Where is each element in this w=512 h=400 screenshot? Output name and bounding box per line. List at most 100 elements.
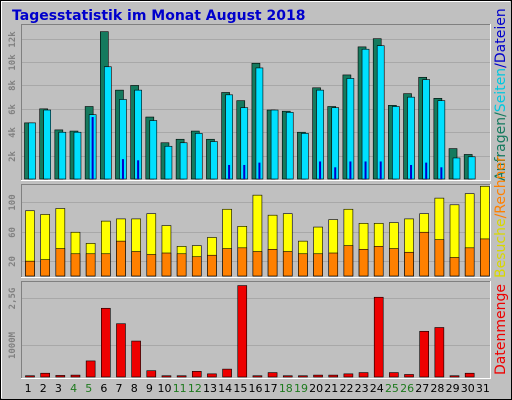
bar-rechner — [191, 256, 202, 277]
bar-rechner — [237, 247, 248, 277]
x-tick-label: 14 — [218, 382, 232, 395]
legend-word: / — [493, 63, 509, 68]
x-tick-label: 16 — [249, 382, 263, 395]
bar-dateien — [228, 164, 231, 179]
bar-datenmenge — [176, 375, 187, 378]
legend-word: / — [493, 112, 509, 117]
legend-word: Rechner — [493, 156, 509, 214]
bar-datenmenge — [358, 372, 369, 378]
x-tick-label: 20 — [309, 382, 323, 395]
bar-rechner — [449, 257, 460, 277]
bar-rechner — [298, 253, 308, 277]
bar-dateien — [364, 161, 367, 179]
x-axis-labels: 1 2 3 4 5 6 7 8 9 10 11 12 13 14 15 16 17 18 19 20 21 22 23 24 2… — [25, 382, 490, 395]
y-tick-label: 12k — [8, 31, 18, 48]
bar-seiten — [467, 156, 476, 180]
x-tick-label: 8 — [131, 382, 138, 395]
y-tick-label: 8k — [8, 80, 18, 91]
bar-datenmenge — [55, 375, 66, 378]
bar-rechner — [267, 249, 278, 277]
side-legend-labels: Anfragen/Seiten/Dateien Besuche / Rechner Da… — [493, 8, 509, 375]
bar-dateien — [334, 167, 337, 179]
bar-datenmenge — [419, 330, 429, 378]
bar-rechner — [116, 240, 126, 277]
legend-word: Besuche — [493, 218, 509, 278]
bar-datenmenge — [25, 375, 35, 378]
y-tick-label: 20 — [8, 256, 18, 267]
x-tick-label: 6 — [100, 382, 107, 395]
bar-rechner — [161, 252, 172, 277]
bar-rechner — [464, 247, 475, 277]
bar-datenmenge — [267, 372, 278, 378]
y-tick-label: 2k — [8, 151, 18, 162]
x-tick-label: 11 — [173, 382, 187, 395]
bar-seiten — [164, 145, 173, 180]
bar-datenmenge — [343, 373, 354, 378]
x-tick-label: 26 — [400, 382, 414, 395]
bar-seiten — [210, 141, 218, 180]
panel-requests: 2k 4k 6k 8k 10k 12k — [8, 24, 491, 181]
x-tick-label: 22 — [339, 382, 353, 395]
x-tick-label: 5 — [85, 382, 92, 395]
x-tick-label: 21 — [324, 382, 338, 395]
bar-rechner — [85, 253, 96, 277]
bar-datenmenge — [252, 375, 263, 378]
bar-rechner — [373, 246, 384, 277]
bar-dateien — [91, 117, 94, 179]
bar-dateien — [258, 162, 261, 179]
bar-seiten — [255, 67, 264, 180]
x-tick-label: 25 — [385, 382, 399, 395]
bar-dateien — [379, 161, 382, 179]
bar-rechner — [207, 254, 217, 277]
bar-seiten — [73, 131, 82, 180]
bar-rechner — [222, 248, 232, 277]
bar-rechner — [146, 254, 157, 277]
x-tick-label: 13 — [203, 382, 217, 395]
bar-rechner — [389, 248, 399, 277]
x-tick-label: 28 — [430, 382, 444, 395]
bar-datenmenge — [116, 323, 126, 378]
bar-datenmenge — [298, 375, 308, 378]
x-tick-label: 12 — [188, 382, 202, 395]
x-tick-label: 10 — [158, 382, 172, 395]
bar-rechner — [40, 259, 50, 277]
bar-datenmenge — [191, 371, 202, 378]
bar-dateien — [440, 167, 443, 179]
bar-datenmenge — [449, 375, 460, 378]
bar-datenmenge — [313, 374, 323, 378]
x-tick-label: 3 — [55, 382, 62, 395]
bar-seiten — [301, 133, 309, 180]
x-tick-label: 4 — [70, 382, 77, 395]
bar-seiten — [194, 133, 203, 180]
bar-rechner — [25, 260, 35, 277]
panel-traffic: 1000M 2,5G — [8, 281, 491, 379]
x-tick-label: 18 — [279, 382, 293, 395]
bar-rechner — [131, 251, 141, 277]
bar-seiten — [392, 106, 400, 180]
bar-datenmenge — [237, 285, 248, 378]
bar-rechner — [404, 251, 414, 277]
bar-datenmenge — [207, 373, 217, 378]
x-tick-label: 7 — [116, 382, 123, 395]
bar-datenmenge — [146, 370, 157, 378]
x-tick-label: 9 — [146, 382, 153, 395]
legend-traffic: Datenmenge — [493, 284, 509, 375]
bar-rechner — [313, 253, 323, 277]
y-tick-label: 1000M — [8, 331, 18, 359]
bar-rechner — [252, 251, 263, 277]
y-tick-label: 100 — [8, 194, 18, 210]
bar-datenmenge — [70, 374, 81, 378]
y-tick-label: 2,5G — [8, 288, 18, 310]
bar-rechner — [434, 239, 445, 277]
panel-visits: 20 60 100 — [8, 184, 491, 278]
bar-datenmenge — [404, 374, 414, 378]
bar-rechner — [328, 252, 339, 277]
x-tick-label: 24 — [370, 382, 384, 395]
bar-dateien — [121, 159, 124, 179]
y-tick-label: 10k — [8, 54, 18, 71]
legend-requests: Anfragen/Seiten/Dateien — [493, 8, 509, 181]
x-tick-label: 29 — [446, 382, 460, 395]
x-tick-label: 17 — [264, 382, 278, 395]
bar-seiten — [452, 157, 461, 180]
